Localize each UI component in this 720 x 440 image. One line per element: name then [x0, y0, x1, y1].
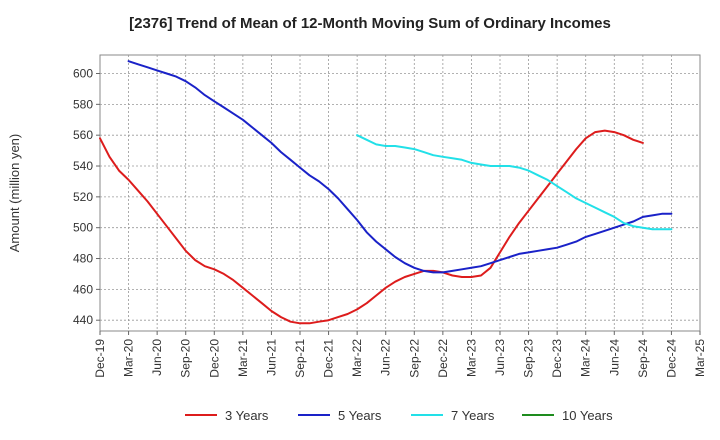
y-tick-label: 520: [73, 190, 93, 204]
legend-label-5-years: 5 Years: [338, 408, 382, 423]
y-tick-label: 500: [73, 221, 93, 235]
plot-area: [99, 54, 701, 332]
series-line-7-years: [356, 134, 673, 231]
x-tick-label: Jun-20: [150, 339, 164, 376]
x-tick-label: Dec-20: [207, 339, 221, 378]
series-lines: [99, 60, 673, 325]
y-axis-ticks: 440 460 480 500 520 540 560 580 600: [73, 67, 100, 327]
x-tick-label: Dec-22: [436, 339, 450, 378]
y-tick-label: 600: [73, 67, 93, 81]
x-tick-label: Mar-22: [350, 339, 364, 377]
x-axis-ticks: Dec-19 Mar-20 Jun-20 Sep-20 Dec-20 Mar-21 Jun-…: [93, 331, 707, 378]
x-tick-label: Dec-24: [664, 339, 678, 378]
x-tick-label: Dec-19: [93, 339, 107, 378]
series-line-5-years: [127, 60, 673, 274]
legend: 3 Years 5 Years 7 Years 10 Years: [185, 408, 613, 423]
x-tick-label: Mar-21: [236, 339, 250, 377]
y-tick-label: 460: [73, 282, 93, 296]
series-line-3-years: [99, 129, 644, 325]
x-tick-label: Dec-21: [322, 339, 336, 378]
x-tick-label: Sep-22: [407, 339, 421, 378]
legend-label-10-years: 10 Years: [562, 408, 613, 423]
y-tick-label: 440: [73, 313, 93, 327]
chart-title: [2376] Trend of Mean of 12-Month Moving …: [129, 15, 611, 32]
x-tick-label: Mar-25: [693, 339, 707, 377]
legend-label-3-years: 3 Years: [225, 408, 269, 423]
x-tick-label: Sep-20: [179, 339, 193, 378]
legend-label-7-years: 7 Years: [451, 408, 495, 423]
x-tick-label: Jun-23: [493, 339, 507, 376]
x-tick-label: Jun-21: [264, 339, 278, 376]
y-tick-label: 560: [73, 128, 93, 142]
x-tick-label: Sep-21: [293, 339, 307, 378]
x-tick-label: Sep-24: [636, 339, 650, 378]
x-tick-label: Jun-24: [607, 339, 621, 376]
y-tick-label: 540: [73, 159, 93, 173]
y-tick-label: 480: [73, 252, 93, 266]
x-tick-label: Sep-23: [522, 339, 536, 378]
grid-lines: [100, 55, 700, 331]
x-tick-label: Mar-20: [122, 339, 136, 377]
x-tick-label: Mar-23: [464, 339, 478, 377]
x-tick-label: Jun-22: [379, 339, 393, 376]
x-tick-label: Dec-23: [550, 339, 564, 378]
y-tick-label: 580: [73, 97, 93, 111]
x-tick-label: Mar-24: [579, 339, 593, 377]
y-axis-label: Amount (million yen): [7, 134, 22, 253]
